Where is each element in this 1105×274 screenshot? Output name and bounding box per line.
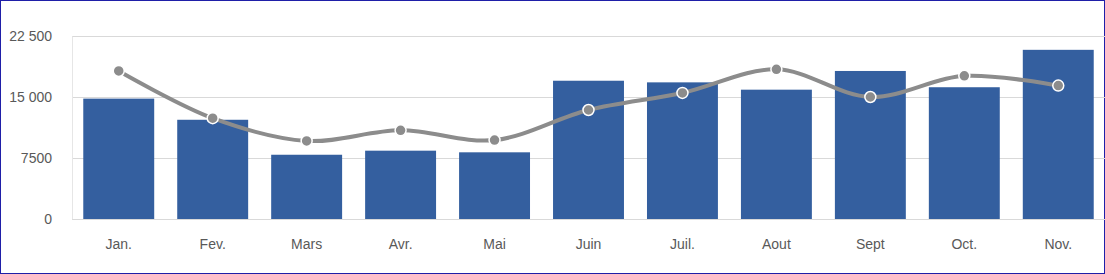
y-tick-label: 15 000 — [9, 89, 52, 105]
x-axis: Jan. Fev. Mars Avr. Mai Juin Juil. Aout Sept Oct.… — [73, 220, 1105, 252]
x-tick-label: Juin — [576, 236, 602, 252]
marker — [301, 135, 312, 146]
x-tick-label: Mai — [483, 236, 506, 252]
y-tick: 0 — [44, 211, 72, 227]
x-tick: Fev. — [200, 236, 226, 252]
y-tick-label: 0 — [44, 211, 52, 227]
marks — [83, 50, 1093, 219]
x-tick-label: Oct. — [951, 236, 977, 252]
bar — [83, 99, 154, 219]
grid-line — [72, 36, 1105, 37]
x-tick: Oct. — [951, 236, 977, 252]
chart: 0 7500 15 000 22 500 Jan. Fev. Mars Avr. Mai Juin… — [0, 0, 1105, 274]
bar — [1023, 50, 1094, 219]
frame — [1, 1, 1105, 274]
y-tick: 7500 — [21, 150, 72, 166]
bar-series — [83, 50, 1093, 219]
x-tick-label: Sept — [856, 236, 885, 252]
markers — [113, 64, 1064, 147]
x-tick: Nov. — [1044, 236, 1072, 252]
x-tick-label: Mars — [291, 236, 322, 252]
y-tick-label: 22 500 — [9, 28, 52, 44]
marker — [959, 70, 970, 81]
x-tick: Jan. — [106, 236, 132, 252]
x-tick-label: Nov. — [1044, 236, 1072, 252]
marker — [489, 135, 500, 146]
x-tick: Juin — [576, 236, 602, 252]
bar — [553, 81, 624, 219]
marker — [1053, 80, 1064, 91]
line — [119, 69, 1059, 141]
x-tick-label: Jan. — [106, 236, 132, 252]
x-tick: Mars — [291, 236, 322, 252]
x-tick: Avr. — [389, 236, 413, 252]
bar — [459, 152, 530, 219]
y-axis: 0 7500 15 000 22 500 — [9, 28, 72, 227]
x-tick: Juil. — [670, 236, 695, 252]
y-tick: 15 000 — [9, 89, 72, 105]
marker — [771, 64, 782, 75]
x-tick-label: Juil. — [670, 236, 695, 252]
marker — [113, 65, 124, 76]
y-tick: 22 500 — [9, 28, 72, 44]
marker — [677, 87, 688, 98]
y-tick-label: 7500 — [21, 150, 52, 166]
x-tick-label: Fev. — [200, 236, 226, 252]
y-axis-line — [72, 37, 73, 220]
grid — [72, 37, 1105, 220]
grid-line — [72, 219, 1105, 220]
x-tick: Aout — [762, 236, 791, 252]
x-axis-line — [73, 219, 1105, 220]
x-tick-label: Aout — [762, 236, 791, 252]
marker — [583, 105, 594, 116]
x-tick: Sept — [856, 236, 885, 252]
x-tick-label: Avr. — [389, 236, 413, 252]
bar — [271, 155, 342, 219]
bar — [647, 82, 718, 219]
marker — [395, 125, 406, 136]
marker — [865, 92, 876, 103]
x-tick: Mai — [483, 236, 506, 252]
bar — [741, 90, 812, 219]
bar — [365, 151, 436, 219]
bar — [177, 120, 248, 219]
bar — [929, 87, 1000, 219]
marker — [207, 113, 218, 124]
